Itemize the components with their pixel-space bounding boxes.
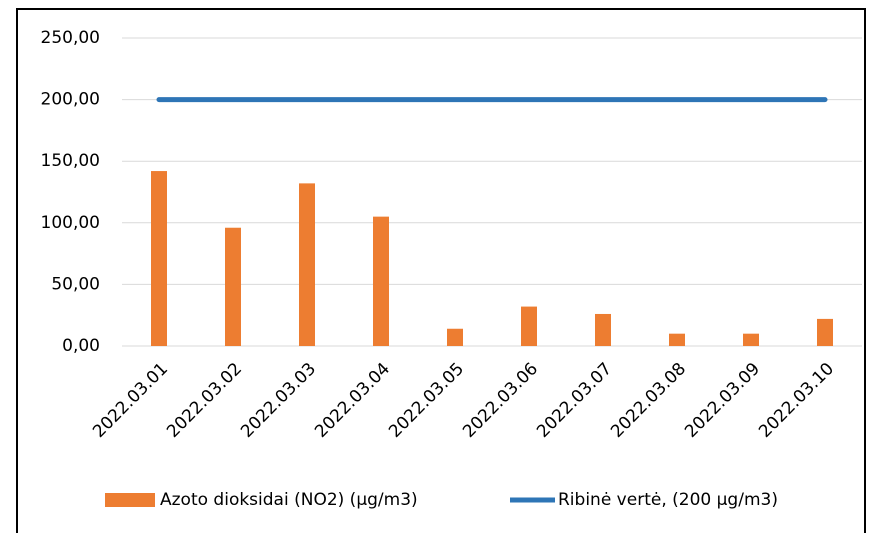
legend-label: Azoto dioksidai (NO2) (µg/m3): [160, 490, 418, 510]
bar: [743, 333, 759, 346]
bar: [151, 171, 167, 346]
bar: [225, 227, 241, 346]
y-tick-label: 100,00: [41, 213, 100, 233]
y-tick-label: 250,00: [41, 28, 100, 48]
bar: [447, 328, 463, 346]
legend-swatch: [105, 493, 155, 507]
y-tick-label: 200,00: [41, 90, 100, 110]
bar: [299, 183, 315, 346]
bar: [669, 333, 685, 346]
y-tick-label: 50,00: [51, 274, 100, 294]
bar: [373, 216, 389, 346]
bar: [817, 318, 833, 346]
legend-label: Ribinė vertė, (200 µg/m3): [558, 490, 778, 510]
y-tick-label: 150,00: [41, 151, 100, 171]
bar: [595, 313, 611, 346]
y-tick-label: 0,00: [62, 336, 100, 356]
bar: [521, 306, 537, 346]
chart-frame: [16, 8, 866, 533]
